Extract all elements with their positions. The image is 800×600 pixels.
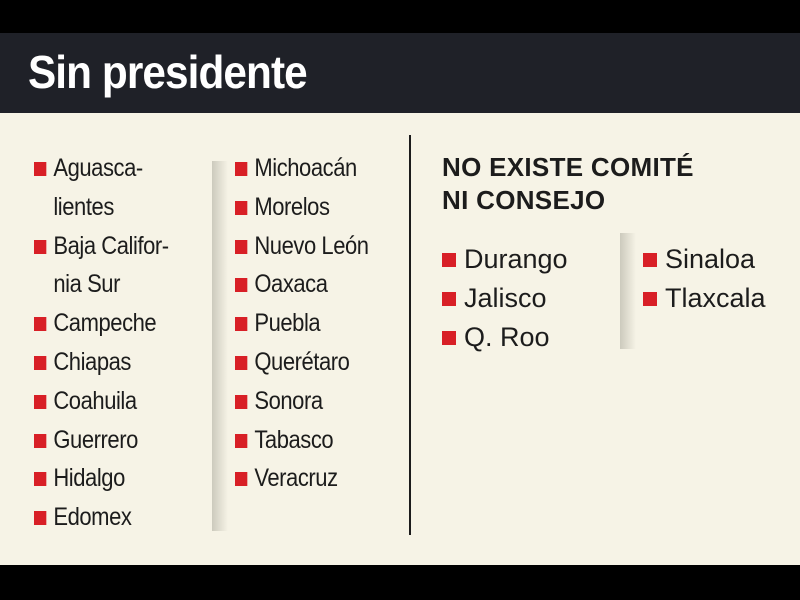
list-item: Guerrero: [34, 421, 169, 460]
list-item: Coahuila: [34, 382, 169, 421]
red-square-bullet-icon: [34, 162, 47, 176]
red-square-bullet-icon: [34, 394, 47, 409]
states-list-column-2: Michoacán Morelos Nuevo León Oaxaca Puebla Qu…: [235, 149, 387, 498]
column-separator-shadow: [212, 161, 228, 531]
red-square-bullet-icon: [235, 394, 248, 409]
list-item-label: Jalisco: [464, 282, 547, 313]
red-square-bullet-icon: [643, 253, 657, 267]
list-item-label: Edomex: [53, 503, 132, 532]
red-square-bullet-icon: [34, 317, 47, 332]
no-committee-list-column-1: Durango Jalisco Q. Roo: [442, 240, 568, 356]
list-item-label: Veracruz: [254, 464, 338, 493]
red-square-bullet-icon: [235, 162, 248, 176]
red-square-bullet-icon: [643, 291, 657, 306]
list-item-label: Coahuila: [53, 386, 137, 415]
red-square-bullet-icon: [235, 355, 248, 370]
list-item-label: Sinaloa: [665, 244, 756, 274]
list-item: Q. Roo: [442, 318, 568, 357]
list-item: Sonora: [235, 382, 369, 421]
red-square-bullet-icon: [442, 291, 456, 306]
column-separator-shadow: [620, 233, 636, 349]
list-item: Hidalgo: [34, 459, 169, 498]
list-item: Aguasca-: [34, 149, 169, 188]
list-item-label: Durango: [464, 244, 568, 274]
section-divider: [409, 135, 411, 535]
red-square-bullet-icon: [34, 511, 47, 526]
red-square-bullet-icon: [34, 355, 47, 370]
list-item: Edomex: [34, 498, 169, 537]
list-item-label: Guerrero: [53, 425, 138, 454]
list-item-label: Tabasco: [254, 425, 334, 454]
list-item-label: Oaxaca: [254, 270, 328, 299]
list-item: Puebla: [235, 304, 369, 343]
list-item-label: Hidalgo: [53, 464, 125, 493]
list-item: Tlaxcala: [643, 279, 766, 318]
list-item: Tabasco: [235, 421, 369, 460]
page-title: Sin presidente: [28, 46, 308, 98]
list-item-label: nia Sur: [53, 270, 120, 299]
red-square-bullet-icon: [235, 317, 248, 332]
red-square-bullet-icon: [235, 200, 248, 215]
section-heading-line-1: NO EXISTE COMITÉ: [442, 152, 694, 182]
red-square-bullet-icon: [235, 239, 248, 254]
red-square-bullet-icon: [235, 433, 248, 448]
list-item-label: Chiapas: [53, 347, 132, 376]
red-square-bullet-icon: [442, 330, 456, 345]
states-list-column-1: Aguasca-lientes Baja Califor-nia Sur Campe…: [34, 149, 187, 537]
list-item: Veracruz: [235, 459, 369, 498]
list-item-label: Aguasca-: [53, 154, 143, 182]
red-square-bullet-icon: [235, 472, 248, 487]
section-heading-line-2: NI CONSEJO: [442, 185, 606, 215]
list-item-label: Nuevo León: [254, 231, 369, 260]
red-square-bullet-icon: [34, 239, 47, 254]
red-square-bullet-icon: [34, 433, 47, 448]
list-item: Baja Califor-: [34, 227, 169, 266]
header-bar: Sin presidente: [0, 33, 800, 113]
list-item: Querétaro: [235, 343, 369, 382]
no-committee-list-column-2: Sinaloa Tlaxcala: [643, 240, 766, 318]
list-item-label: Baja Califor-: [53, 231, 169, 260]
red-square-bullet-icon: [442, 253, 456, 267]
list-item: Chiapas: [34, 343, 169, 382]
list-item: nia Sur: [34, 265, 169, 304]
list-item-label: Campeche: [53, 309, 157, 338]
list-item-label: Morelos: [254, 192, 330, 221]
list-item-label: Tlaxcala: [665, 282, 766, 313]
list-item-label: Q. Roo: [464, 321, 550, 352]
list-item-label: Sonora: [254, 386, 323, 415]
list-item: Campeche: [34, 304, 169, 343]
list-item: Morelos: [235, 188, 369, 227]
content-panel: Aguasca-lientes Baja Califor-nia Sur Campe…: [0, 113, 800, 565]
red-square-bullet-icon: [235, 278, 248, 293]
list-item: Sinaloa: [643, 240, 766, 279]
list-item-label: lientes: [53, 192, 114, 221]
red-square-bullet-icon: [34, 472, 47, 487]
list-item: Oaxaca: [235, 265, 369, 304]
list-item: lientes: [34, 188, 169, 227]
list-item: Nuevo León: [235, 227, 369, 266]
list-item: Michoacán: [235, 149, 369, 188]
list-item: Jalisco: [442, 279, 568, 318]
section-heading: NO EXISTE COMITÉ NI CONSEJO: [442, 151, 694, 217]
list-item-label: Michoacán: [254, 154, 357, 182]
list-item-label: Querétaro: [254, 347, 350, 376]
list-item-label: Puebla: [254, 309, 321, 338]
list-item: Durango: [442, 240, 568, 279]
